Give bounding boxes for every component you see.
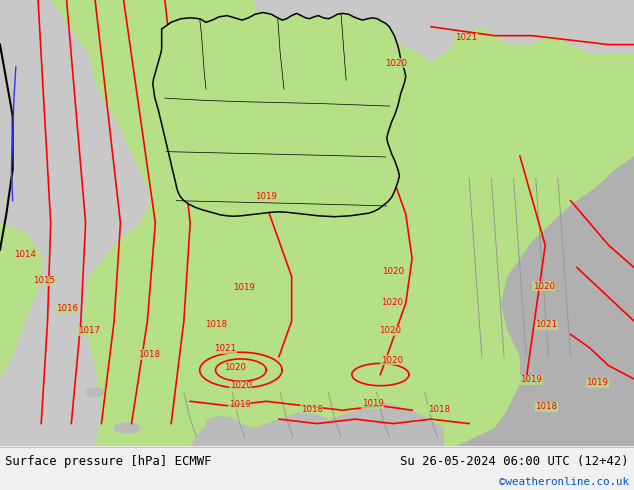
Text: 1019: 1019 — [233, 283, 255, 292]
Text: 1019: 1019 — [586, 378, 608, 387]
Text: 1018: 1018 — [205, 320, 226, 329]
Polygon shape — [153, 12, 406, 217]
Polygon shape — [206, 417, 238, 430]
Text: 1019: 1019 — [362, 399, 384, 408]
Text: 1021: 1021 — [214, 344, 236, 353]
Text: Su 26-05-2024 06:00 UTC (12+42): Su 26-05-2024 06:00 UTC (12+42) — [400, 455, 629, 468]
Polygon shape — [314, 36, 330, 58]
Text: 1020: 1020 — [381, 356, 403, 365]
Text: 1020: 1020 — [379, 326, 401, 335]
Polygon shape — [444, 156, 634, 446]
Text: 1020: 1020 — [533, 282, 555, 291]
Polygon shape — [269, 45, 288, 67]
Text: 1020: 1020 — [230, 381, 252, 390]
Polygon shape — [254, 0, 634, 89]
Text: 1014: 1014 — [15, 250, 36, 259]
Text: 1020: 1020 — [224, 364, 245, 372]
Text: 1018: 1018 — [301, 405, 323, 414]
Text: 1021: 1021 — [536, 320, 557, 329]
Text: 1021: 1021 — [455, 33, 477, 43]
Polygon shape — [317, 423, 342, 434]
Text: 1020: 1020 — [382, 268, 404, 276]
Text: 1019: 1019 — [229, 400, 250, 409]
Polygon shape — [114, 423, 139, 434]
Text: 1015: 1015 — [34, 276, 55, 285]
Polygon shape — [86, 389, 105, 396]
Text: 1019: 1019 — [256, 192, 277, 201]
Text: ©weatheronline.co.uk: ©weatheronline.co.uk — [499, 477, 629, 487]
Text: 1018: 1018 — [428, 405, 450, 414]
Text: 1017: 1017 — [78, 326, 100, 335]
Polygon shape — [369, 428, 392, 438]
Text: 1018: 1018 — [536, 402, 557, 411]
Text: 1019: 1019 — [521, 375, 542, 385]
Polygon shape — [0, 0, 152, 446]
Polygon shape — [190, 401, 444, 446]
Text: Surface pressure [hPa] ECMWF: Surface pressure [hPa] ECMWF — [5, 455, 212, 468]
Text: 1020: 1020 — [385, 59, 407, 68]
Text: 1020: 1020 — [381, 298, 403, 307]
Text: 1016: 1016 — [56, 304, 77, 313]
Text: 1018: 1018 — [138, 350, 160, 359]
